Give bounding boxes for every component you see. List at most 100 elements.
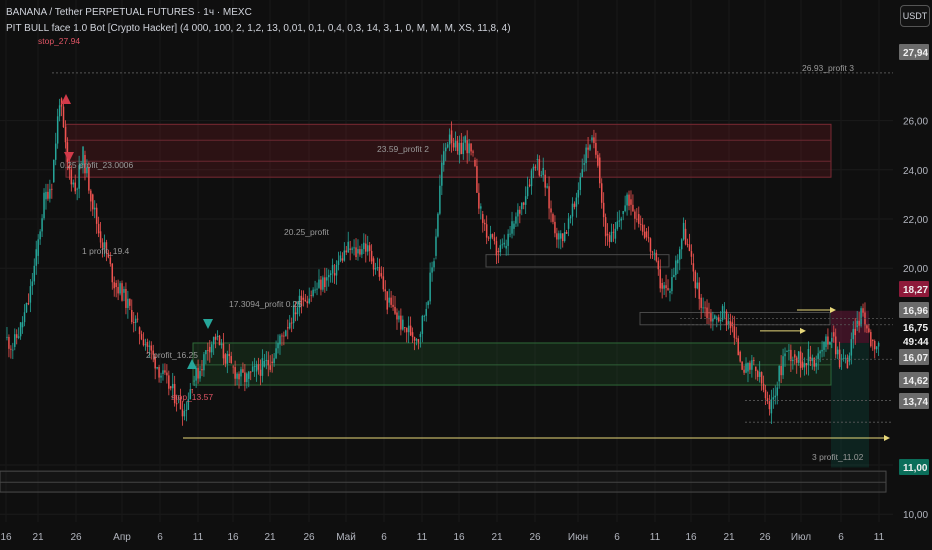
candle-body	[686, 244, 689, 246]
annotation-label: 20.25_profit	[284, 227, 330, 237]
candle-body	[107, 253, 110, 258]
candle-body	[275, 348, 277, 359]
candle-body	[636, 218, 638, 220]
candle-body	[45, 191, 47, 200]
candle-body	[741, 361, 743, 370]
candle-body	[209, 346, 211, 353]
price-tag-label: 14,62	[903, 376, 928, 387]
candle-body	[643, 231, 646, 238]
candle-body	[193, 380, 195, 382]
candle-body	[638, 214, 640, 224]
candle-body	[823, 341, 825, 350]
candle-body	[300, 295, 303, 307]
candle-body	[25, 302, 28, 313]
candle-body	[210, 344, 213, 353]
candle-body	[723, 311, 726, 313]
candle-body	[84, 155, 86, 174]
candle-body	[173, 383, 176, 404]
candle-body	[58, 105, 61, 117]
candle-body	[599, 157, 601, 184]
candle-body	[8, 336, 10, 349]
candle-body	[558, 233, 560, 240]
candle-body	[456, 141, 459, 151]
candle-body	[261, 358, 264, 376]
candle-body	[825, 336, 827, 347]
time-tick-label: 6	[838, 532, 844, 543]
candle-body	[848, 355, 851, 362]
time-tick-label: 26	[70, 532, 82, 543]
candle-body	[288, 322, 291, 329]
candle-body	[152, 350, 154, 355]
arrow-head	[830, 307, 836, 314]
candle-body	[343, 250, 346, 261]
candle-body	[556, 233, 558, 240]
candle-body	[308, 298, 310, 304]
candle-body	[92, 194, 94, 210]
candle-body	[870, 332, 872, 347]
candle-body	[817, 353, 819, 360]
price-tick-label: 22,00	[903, 215, 928, 226]
candle-body	[80, 165, 82, 166]
candle-body	[417, 339, 420, 343]
candle-body	[353, 247, 355, 249]
indicator-legend[interactable]: PIT BULL face 1.0 Bot [Crypto Hacker] (4…	[6, 23, 511, 34]
candle-body	[407, 325, 410, 333]
candle-body	[326, 277, 328, 281]
candle-body	[536, 159, 539, 160]
time-tick-label: 6	[614, 532, 620, 543]
candle-body	[690, 251, 693, 257]
candle-body	[31, 281, 34, 287]
candle-body	[101, 242, 104, 248]
candle-body	[515, 216, 517, 224]
candle-body	[862, 308, 864, 313]
annotation-label: 26.93_profit 3	[802, 63, 854, 73]
candle-body	[127, 298, 129, 308]
candle-body	[439, 185, 441, 214]
candle-body	[29, 286, 32, 303]
candle-body	[113, 282, 115, 289]
candle-body	[271, 361, 273, 364]
candle-body	[51, 188, 53, 190]
entry-zone	[192, 342, 832, 386]
candle-body	[232, 366, 234, 368]
candle-body	[62, 106, 65, 128]
candle-body	[251, 366, 254, 372]
candle-body	[347, 241, 349, 253]
candle-body	[421, 316, 424, 334]
price-tag-label: 16,75	[903, 323, 928, 334]
candle-body	[737, 338, 739, 356]
price-tick-label: 20,00	[903, 264, 928, 275]
candle-body	[366, 245, 369, 252]
candle-body	[739, 351, 741, 362]
sell-signal-arrow-up	[61, 94, 71, 104]
candle-body	[419, 333, 422, 338]
candle-body	[682, 222, 685, 240]
candle-body	[483, 222, 486, 225]
candle-body	[226, 353, 229, 364]
candle-body	[725, 311, 728, 325]
candle-body	[365, 243, 367, 252]
candle-body	[799, 351, 802, 368]
candle-body	[240, 369, 242, 377]
candle-body	[64, 127, 67, 143]
candle-body	[49, 188, 51, 199]
candle-body	[688, 244, 691, 252]
candle-body	[197, 367, 199, 379]
candle-body	[766, 398, 769, 402]
candle-body	[731, 322, 734, 327]
candle-body	[392, 304, 394, 307]
candle-body	[230, 356, 232, 364]
time-tick-label: 21	[264, 532, 276, 543]
candle-body	[27, 302, 30, 305]
candle-body	[441, 162, 443, 186]
time-tick-label: 11	[874, 532, 885, 543]
candle-body	[561, 233, 564, 242]
candle-body	[550, 208, 552, 213]
candle-body	[548, 186, 550, 209]
candle-body	[298, 295, 301, 308]
currency-button[interactable]: USDT	[900, 5, 930, 27]
candle-body	[324, 277, 326, 288]
candle-body	[745, 363, 747, 373]
candle-body	[554, 221, 556, 234]
